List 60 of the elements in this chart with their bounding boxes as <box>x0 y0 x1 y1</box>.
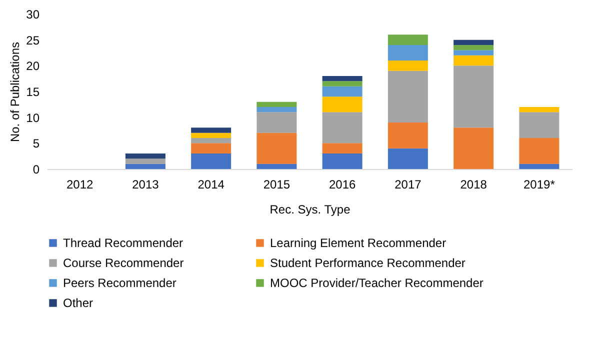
bar <box>256 102 297 107</box>
y-tick-label: 20 <box>26 59 40 74</box>
y-tick-label: 25 <box>26 33 40 48</box>
bar <box>388 60 428 71</box>
bar <box>125 154 166 159</box>
x-tick-label: 2019* <box>524 178 556 192</box>
bar <box>454 45 494 50</box>
legend-label: Other <box>63 296 94 310</box>
bar <box>454 128 494 169</box>
y-tick-label: 10 <box>26 110 40 125</box>
bar <box>191 154 232 169</box>
bar <box>322 96 362 112</box>
bar <box>388 45 428 60</box>
bar <box>191 143 232 154</box>
bar <box>256 132 297 164</box>
legend-label: Peers Recommender <box>63 276 176 290</box>
bar <box>454 50 494 56</box>
bar <box>388 34 428 45</box>
y-axis-title: No. of Publications <box>8 42 22 142</box>
bar <box>519 107 560 112</box>
legend-label: Course Recommender <box>63 256 184 270</box>
y-tick-label: 0 <box>32 162 40 176</box>
y-tick-label: 15 <box>26 85 40 99</box>
bar <box>322 86 362 97</box>
bar <box>519 112 560 138</box>
legend-label: Student Performance Recommender <box>270 256 466 270</box>
bar <box>322 76 362 82</box>
x-tick-label: 2017 <box>394 178 422 192</box>
x-tick-label: 2012 <box>66 178 94 192</box>
x-tick-label: 2014 <box>198 178 225 192</box>
legend-label: Learning Element Recommender <box>270 236 446 250</box>
y-tick-label: 30 <box>26 8 40 22</box>
bar <box>256 112 297 133</box>
bar <box>125 164 166 169</box>
bar <box>322 143 362 154</box>
bar <box>388 70 428 122</box>
legend-label: MOOC Provider/Teacher Recommender <box>270 276 484 290</box>
bar <box>388 148 428 169</box>
bar <box>388 122 428 148</box>
bar <box>191 138 232 144</box>
bar <box>125 158 166 164</box>
legend-label: Thread Recommender <box>63 236 184 250</box>
bar <box>191 132 232 138</box>
bar <box>256 107 297 112</box>
bar <box>519 138 560 164</box>
x-tick-label: 2013 <box>132 178 160 192</box>
x-tick-label: 2016 <box>328 178 356 192</box>
y-tick-label: 5 <box>32 136 40 151</box>
bar <box>322 154 362 169</box>
bar <box>454 40 494 45</box>
bar <box>519 164 560 169</box>
bar <box>322 81 362 86</box>
bar <box>256 164 297 169</box>
bar <box>454 66 494 128</box>
bar <box>191 128 232 133</box>
x-tick-label: 2015 <box>263 178 290 192</box>
bar <box>322 112 362 144</box>
x-axis-title: Rec. Sys. Type <box>270 202 351 216</box>
x-tick-label: 2018 <box>460 178 488 192</box>
bar <box>454 55 494 66</box>
